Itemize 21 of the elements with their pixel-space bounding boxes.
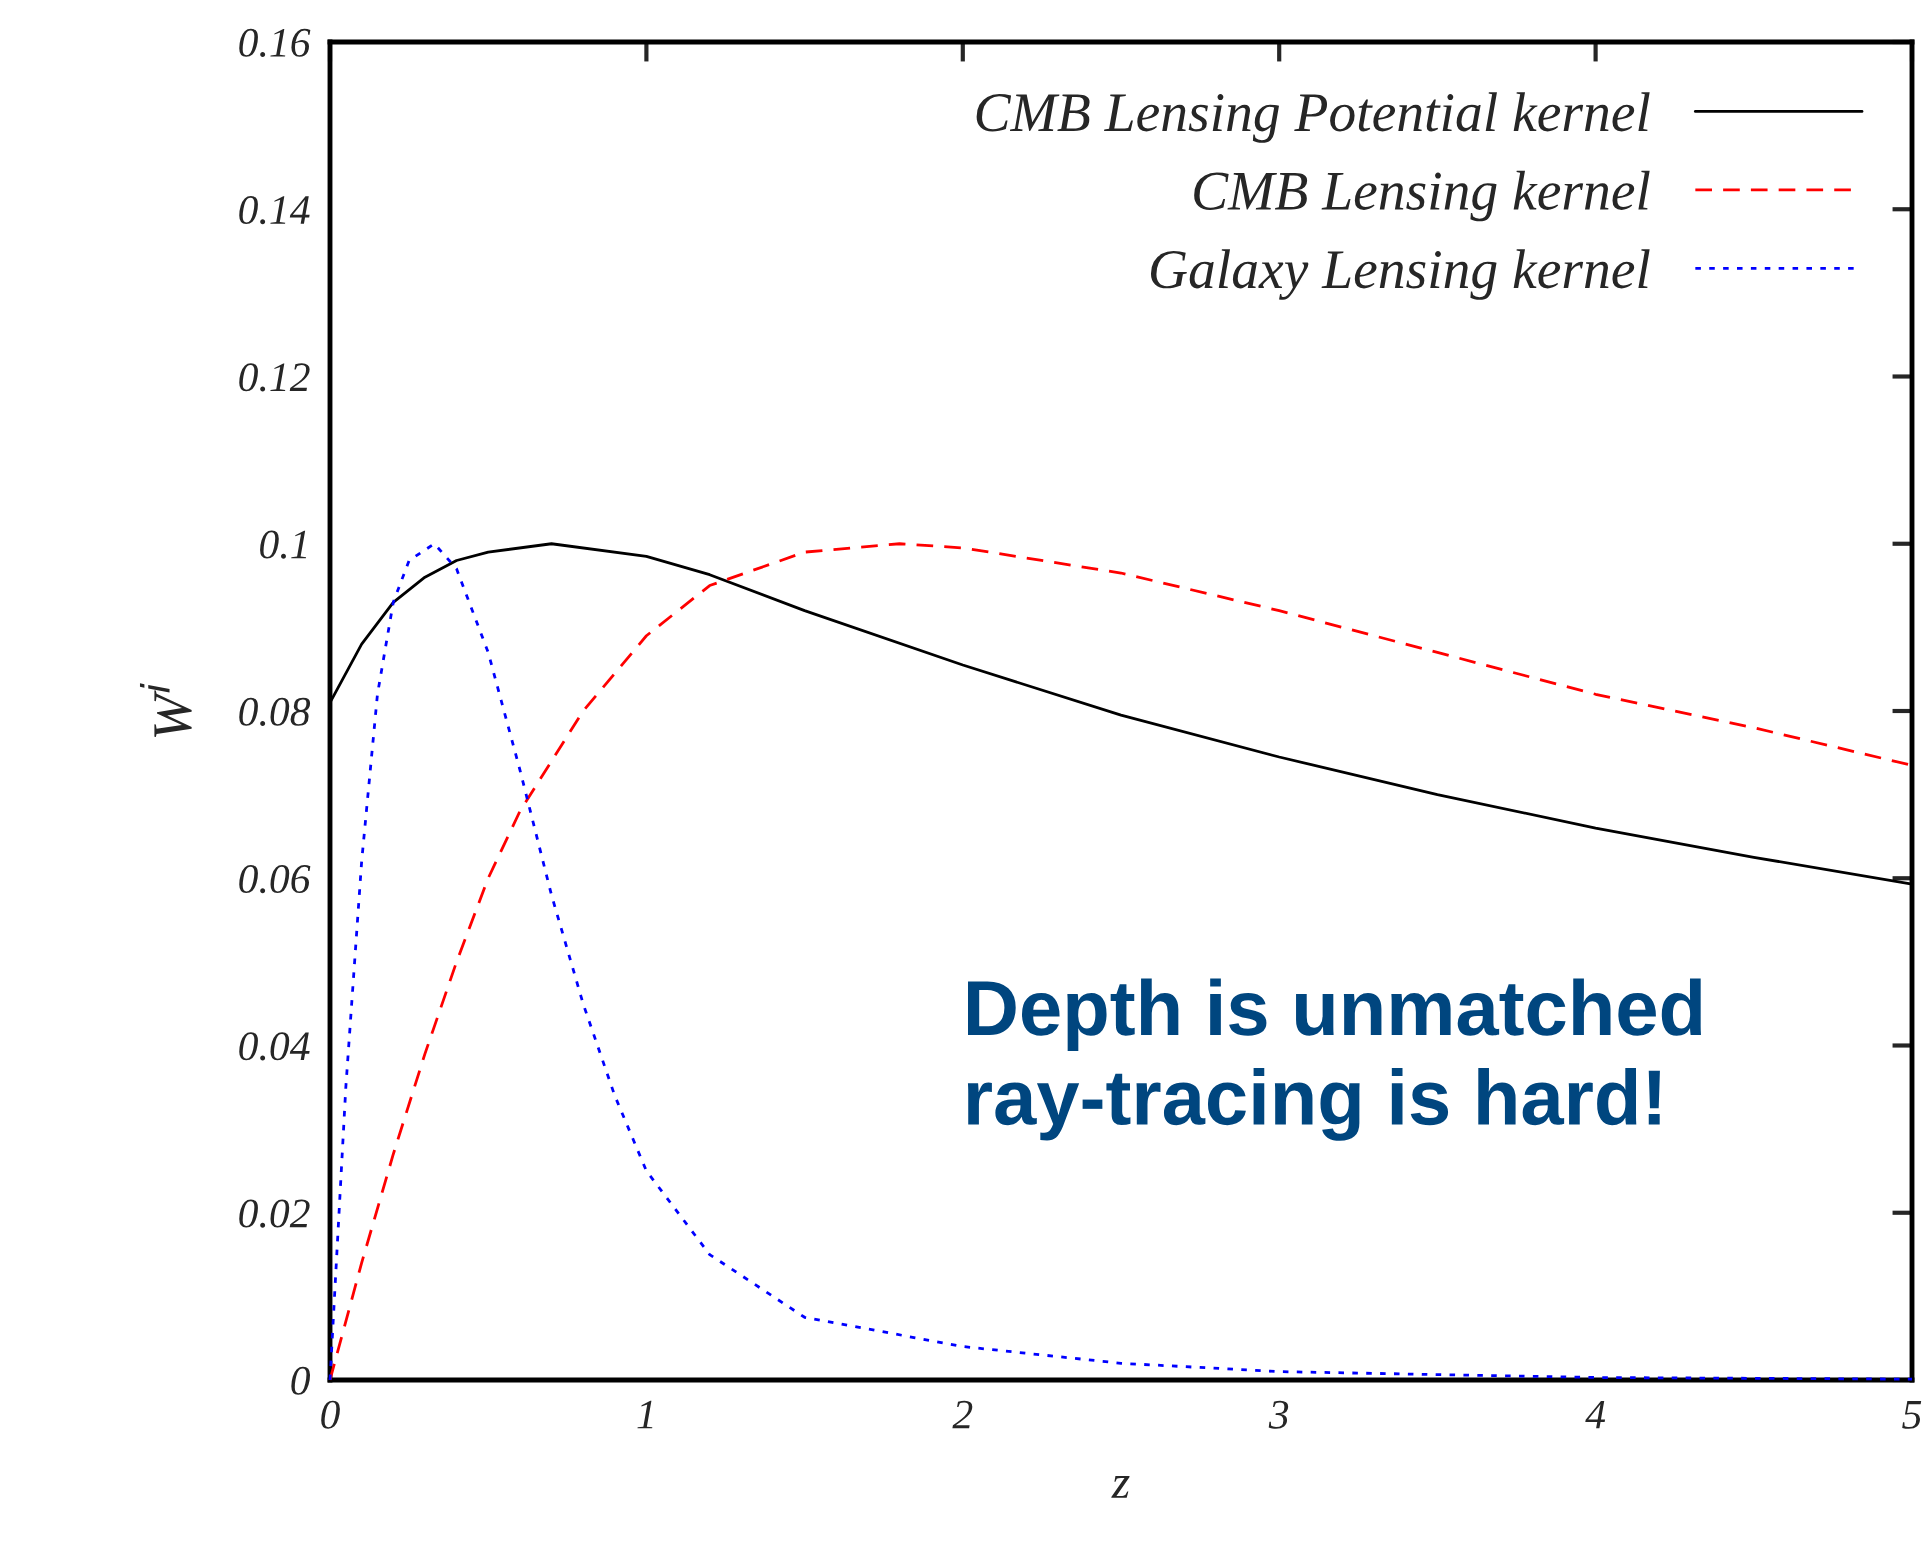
y-tick-label: 0.02 xyxy=(239,1199,310,1228)
legend-label: CMB Lensing Potential kernel xyxy=(976,92,1650,143)
x-tick-label: 5 xyxy=(1902,1401,1922,1429)
annotation: Depth is unmatched ray-tracing is hard! xyxy=(967,978,1701,1141)
y-tick-label: 0.08 xyxy=(239,697,311,727)
x-tick-label: 1 xyxy=(637,1400,653,1429)
y-tick-label: 0.04 xyxy=(239,1032,310,1061)
x-tick-label: 3 xyxy=(1268,1400,1289,1429)
y-tick-label: 0.14 xyxy=(239,196,310,225)
y-tick-label: 0.16 xyxy=(239,28,311,58)
x-tick-label: 2 xyxy=(952,1400,973,1429)
x-tick-label: 0 xyxy=(321,1400,340,1429)
x-tick-label: 4 xyxy=(1585,1400,1606,1429)
y-tick-label: 0 xyxy=(291,1366,311,1395)
y-tick-label: 0.1 xyxy=(260,530,307,559)
y-axis-title: W$^{i}$ xyxy=(139,683,192,738)
x-axis-title: z xyxy=(1111,1476,1130,1498)
legend-label: CMB Lensing kernel xyxy=(1194,170,1650,222)
y-tick-label: 0.06 xyxy=(239,865,311,894)
legend-label: Galaxy Lensing kernel xyxy=(1150,249,1650,300)
y-tick-label: 0.12 xyxy=(239,363,310,392)
